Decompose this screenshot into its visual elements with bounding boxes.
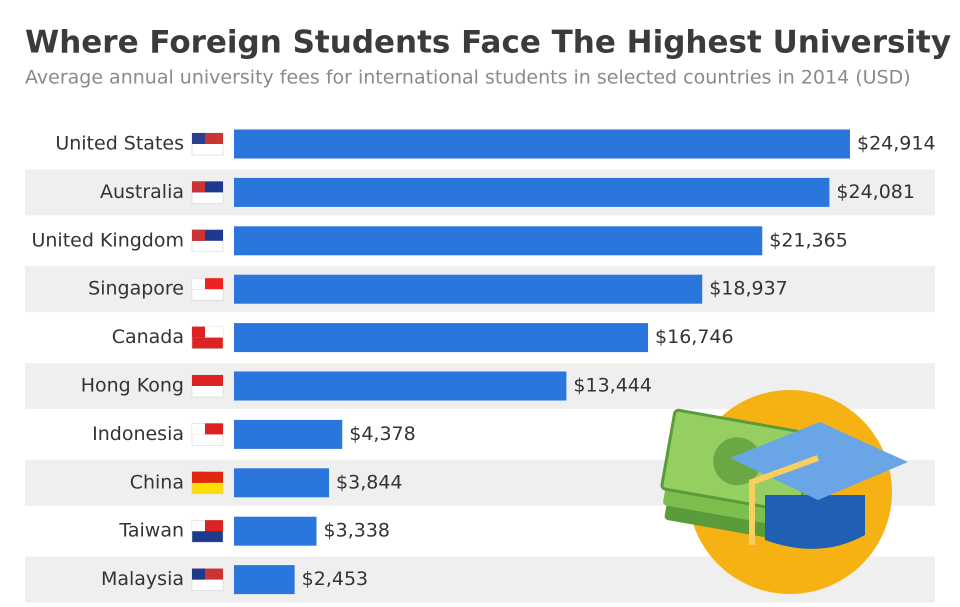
flag [192,133,205,144]
value-label: $3,844 [336,471,402,493]
value-label: $3,338 [324,520,390,542]
bar [234,177,830,207]
flag [192,278,223,290]
value-label: $2,453 [302,568,368,590]
bar [234,419,343,449]
value-label: $21,365 [769,229,848,251]
flag [192,423,223,435]
flag [192,181,223,193]
category-label: Singapore [88,278,184,300]
category-label: China [130,471,184,493]
flag [192,326,205,338]
bar [234,129,850,159]
category-label: United States [55,133,184,155]
category-label: Canada [112,326,184,348]
flag [192,133,223,144]
flag [192,229,223,241]
bar [234,516,317,546]
flag [192,568,205,580]
flag [192,423,205,435]
category-label: Malaysia [101,568,184,590]
category-label: United Kingdom [31,229,184,251]
value-label: $13,444 [573,375,652,397]
bar [234,323,649,353]
value-label: $4,378 [349,423,415,445]
chart-title: Where Foreign Students Face The Highest … [25,25,960,61]
illustration [660,390,908,594]
bar [234,468,330,498]
category-label: Hong Kong [81,375,184,397]
flag [192,471,223,483]
category-label: Taiwan [118,520,184,542]
flag [192,568,223,580]
flag [192,181,205,193]
value-label: $24,914 [857,133,936,155]
flag [192,520,205,532]
category-label: Indonesia [92,423,184,445]
flag [192,375,205,386]
bar [234,371,567,401]
bar [234,565,295,595]
flag [192,229,205,241]
value-label: $24,081 [836,181,915,203]
value-label: $16,746 [655,326,734,348]
value-label: $18,937 [709,278,788,300]
flag [192,326,223,338]
flag [192,471,205,483]
flag [192,375,223,386]
category-label: Australia [100,181,184,203]
bar [234,274,703,304]
bar [234,226,763,256]
flag [192,278,205,290]
chart-subtitle: Average annual university fees for inter… [25,67,911,89]
flag [192,520,223,532]
